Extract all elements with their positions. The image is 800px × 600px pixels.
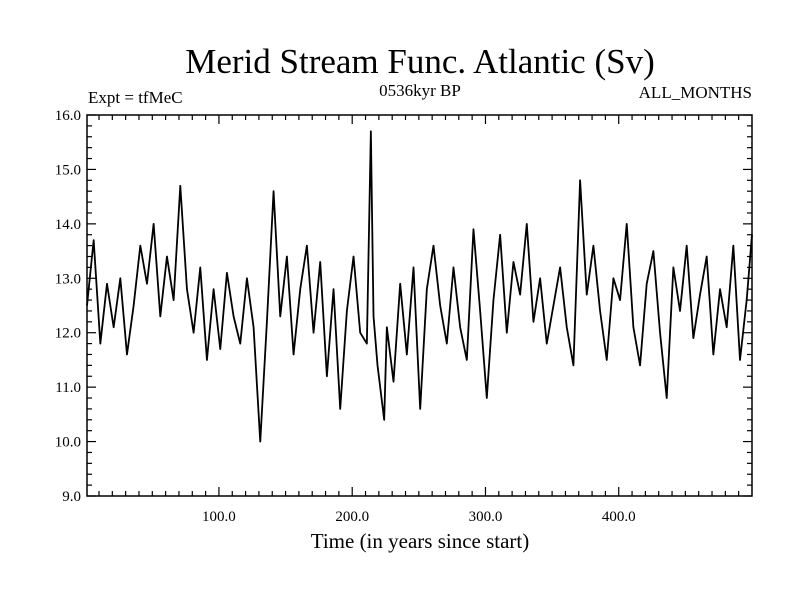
y-tick-label: 16.0 <box>55 108 81 124</box>
x-tick-label: 200.0 <box>335 509 369 525</box>
y-tick-label: 12.0 <box>55 326 81 342</box>
chart-subtitle-left: Expt = tfMeC <box>88 88 183 107</box>
axis-ticks <box>87 114 752 497</box>
y-tick-label: 9.0 <box>62 489 81 505</box>
x-tick-label: 100.0 <box>202 509 236 525</box>
x-axis-label: Time (in years since start) <box>311 529 530 553</box>
x-tick-label: 400.0 <box>602 509 636 525</box>
chart-title: Merid Stream Func. Atlantic (Sv) <box>185 42 655 81</box>
x-tick-label: 300.0 <box>469 509 503 525</box>
y-tick-label: 11.0 <box>55 380 81 396</box>
y-tick-label: 15.0 <box>55 162 81 178</box>
y-tick-label: 14.0 <box>55 217 81 233</box>
axis-tick-labels: 100.0 200.0 300.0 400.0 9.0 10.0 11.0 12.0 13.0 1… <box>55 108 636 525</box>
series-line <box>86 130 753 443</box>
plot-frame <box>86 114 753 497</box>
chart-subtitle-right: ALL_MONTHS <box>639 83 752 102</box>
chart-subtitle-center: 0536kyr BP <box>379 81 461 100</box>
y-tick-label: 13.0 <box>55 271 81 287</box>
y-tick-label: 10.0 <box>55 435 81 451</box>
